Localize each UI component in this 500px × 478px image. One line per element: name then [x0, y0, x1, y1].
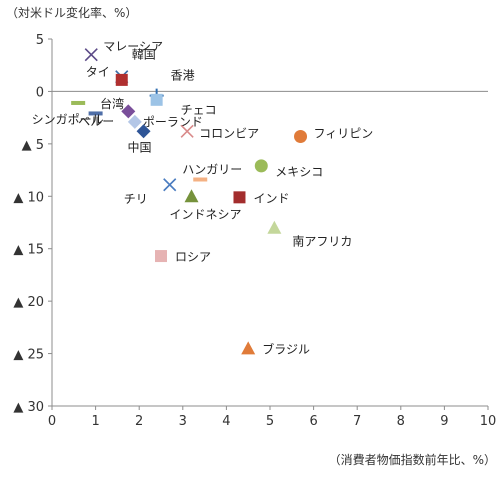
x-axis-title: （消費者物価指数前年比、%）: [328, 453, 496, 467]
x-tick-label: 10: [480, 414, 497, 429]
marker-x: [84, 48, 98, 62]
marker-diamond: [121, 104, 136, 119]
point-label: タイ: [86, 65, 110, 79]
point-label: 台湾: [100, 96, 124, 111]
point-label: 韓国: [132, 48, 156, 62]
point-label: 南アフリカ: [292, 234, 352, 249]
x-tick-label: 7: [353, 414, 361, 429]
y-tick-label: 0: [36, 85, 44, 100]
point-label: ブラジル: [262, 341, 310, 356]
marker-diamond: [127, 114, 142, 129]
point-label: フィリピン: [314, 127, 374, 141]
y-tick-label: ▲ 30: [13, 400, 44, 415]
marker-square: [150, 93, 163, 106]
point-label: コロンビア: [199, 126, 259, 140]
point-label: チリ: [124, 192, 148, 206]
marker-dash: [193, 177, 208, 182]
marker-triangle: [267, 220, 282, 234]
point-label: チェコ: [181, 103, 217, 117]
y-tick-label: 5: [36, 33, 44, 48]
y-tick-label: ▲ 25: [13, 348, 44, 363]
x-tick-label: 5: [266, 414, 274, 429]
marker-circle: [294, 130, 308, 144]
y-tick-label: ▲ 15: [13, 243, 44, 258]
y-tick-label: ▲ 20: [13, 295, 44, 310]
point-label: ポーランド: [143, 115, 203, 129]
x-tick-label: 0: [48, 414, 56, 429]
point-label: インド: [253, 191, 289, 205]
x-tick-label: 4: [222, 414, 230, 429]
marker-circle: [254, 159, 268, 173]
point-label: インドネシア: [170, 207, 242, 221]
marker-x: [180, 124, 194, 138]
x-tick-label: 9: [440, 414, 448, 429]
marker-square: [155, 250, 167, 263]
point-label: 中国: [128, 139, 152, 154]
point-label: ハンガリー: [182, 163, 242, 177]
x-tick-label: 1: [91, 414, 99, 429]
x-tick-label: 8: [397, 414, 405, 429]
point-label: 香港: [171, 69, 195, 83]
point-label: ペルー: [78, 114, 114, 128]
point-label: メキシコ: [275, 165, 323, 179]
x-tick-label: 3: [179, 414, 187, 429]
marker-triangle: [241, 341, 256, 355]
marker-square: [233, 191, 246, 204]
y-tick-label: ▲ 10: [13, 190, 44, 205]
marker-diamond: [136, 124, 151, 139]
marker-triangle: [184, 189, 199, 203]
x-tick-label: 6: [309, 414, 317, 429]
point-label: ロシア: [175, 250, 211, 264]
marker-dash: [88, 111, 103, 116]
point-label: シンガポール: [32, 112, 104, 126]
x-tick-label: 2: [135, 414, 143, 429]
point-label: マレーシア: [103, 40, 163, 54]
y-axis-title: （対米ドル変化率、%）: [6, 6, 138, 20]
marker-dash: [71, 100, 86, 105]
marker-x: [163, 178, 177, 192]
y-tick-label: ▲ 5: [22, 138, 44, 153]
marker-square: [115, 73, 128, 86]
